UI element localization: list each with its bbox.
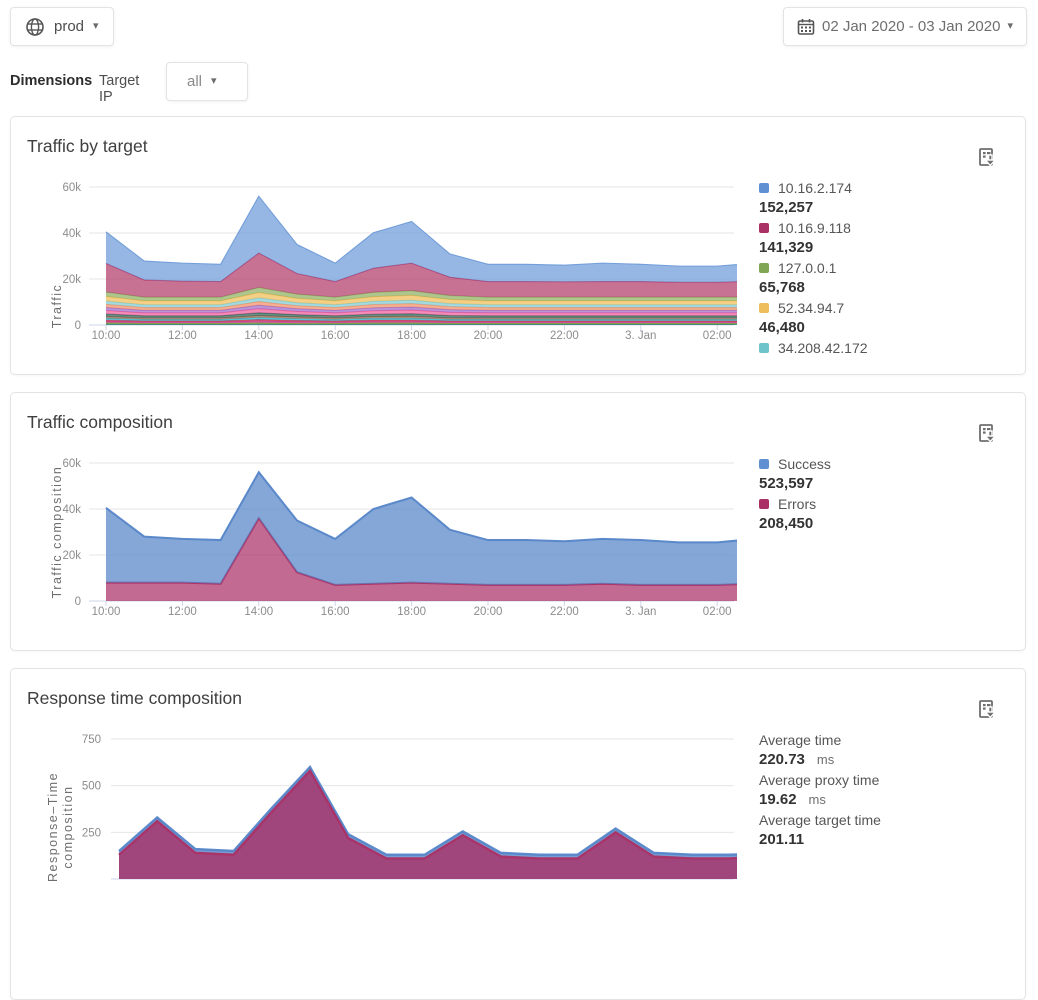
table-download-icon[interactable] (977, 423, 999, 445)
svg-text:3. Jan: 3. Jan (625, 330, 656, 342)
legend-label: 10.16.2.174 (778, 180, 852, 196)
chart-legend: Success 523,597 Errors 208,450 (759, 454, 831, 534)
legend-item[interactable]: 127.0.0.1 (759, 258, 868, 278)
svg-text:22:00: 22:00 (550, 606, 579, 618)
svg-text:16:00: 16:00 (321, 330, 350, 342)
traffic-by-target-chart[interactable]: 0 20k 40k 60k 10:00 12:00 14:00 16:00 18:00 20:00… (11, 167, 737, 349)
stat-label: Average target time (759, 812, 881, 828)
globe-icon (26, 17, 44, 36)
calendar-icon (797, 18, 815, 35)
legend-swatch (759, 343, 769, 353)
legend-swatch (759, 459, 769, 469)
date-range-label: 02 Jan 2020 - 03 Jan 2020 (821, 18, 1001, 35)
chart-stats: Average time 220.73 ms Average proxy time 19… (759, 730, 881, 850)
card-title: Traffic composition (27, 412, 173, 432)
legend-item[interactable]: 34.208.42.172 (759, 338, 868, 358)
response-time-chart[interactable]: 250 500 750 (11, 719, 737, 999)
svg-text:14:00: 14:00 (244, 606, 273, 618)
legend-label: 34.208.42.172 (778, 340, 868, 356)
table-download-icon[interactable] (977, 147, 999, 169)
svg-text:40k: 40k (62, 504, 81, 516)
svg-text:18:00: 18:00 (397, 330, 426, 342)
target-ip-label: Target IP (99, 73, 140, 105)
svg-text:20:00: 20:00 (474, 330, 503, 342)
svg-text:20k: 20k (62, 274, 81, 286)
svg-text:20k: 20k (62, 550, 81, 562)
legend-label: 10.16.9.118 (778, 220, 851, 236)
legend-swatch (759, 183, 769, 193)
svg-text:22:00: 22:00 (550, 330, 579, 342)
legend-value: 141,329 (759, 239, 814, 256)
svg-text:02:00: 02:00 (703, 606, 732, 618)
legend-label: Errors (778, 496, 817, 512)
stat-label: Average time (759, 732, 842, 748)
svg-text:02:00: 02:00 (703, 330, 732, 342)
environment-selector[interactable]: prod ▾ (10, 7, 114, 46)
legend-item[interactable]: 10.16.9.118 (759, 218, 868, 238)
card-title: Response time composition (27, 688, 242, 708)
chevron-down-icon: ▾ (1007, 20, 1013, 32)
legend-item[interactable]: 52.34.94.7 (759, 298, 868, 318)
stat-label: Average proxy time (759, 772, 880, 788)
dimensions-label: Dimensions (10, 73, 93, 89)
date-range-picker[interactable]: 02 Jan 2020 - 03 Jan 2020 ▾ (782, 7, 1027, 46)
svg-text:40k: 40k (62, 228, 81, 240)
legend-value: 208,450 (759, 515, 814, 532)
svg-text:500: 500 (82, 781, 101, 793)
legend-item[interactable]: 10.16.2.174 (759, 178, 868, 198)
traffic-by-target-card: Traffic by target Traffic 0 20k 40k 60k 10:0… (10, 116, 1026, 375)
legend-value: 65,768 (759, 279, 805, 296)
svg-text:750: 750 (82, 734, 101, 746)
svg-text:3. Jan: 3. Jan (625, 606, 656, 618)
chevron-down-icon: ▾ (211, 75, 217, 87)
svg-text:12:00: 12:00 (168, 606, 197, 618)
stat-value: 19.62 ms (759, 791, 826, 808)
svg-text:14:00: 14:00 (244, 330, 273, 342)
svg-text:18:00: 18:00 (397, 606, 426, 618)
svg-text:60k: 60k (62, 182, 81, 194)
stat-value: 220.73 ms (759, 751, 835, 768)
response-time-card: Response time composition Response–Time … (10, 668, 1026, 1000)
svg-text:250: 250 (82, 827, 101, 839)
traffic-composition-card: Traffic composition Traffic composition … (10, 392, 1026, 651)
legend-swatch (759, 499, 769, 509)
legend-value: 523,597 (759, 475, 814, 492)
legend-label: Success (778, 456, 831, 472)
legend-swatch (759, 303, 769, 313)
legend-value: 152,257 (759, 199, 814, 216)
traffic-composition-chart[interactable]: 0 20k 40k 60k 10:00 12:00 14:00 16:00 18:00 20:00… (11, 443, 737, 625)
legend-item[interactable]: Success (759, 454, 831, 474)
target-ip-value: all (187, 73, 203, 90)
environment-label: prod (54, 18, 85, 35)
legend-swatch (759, 263, 769, 273)
stat-value: 201.11 (759, 831, 805, 848)
svg-text:60k: 60k (62, 458, 81, 470)
legend-label: 127.0.0.1 (778, 260, 837, 276)
legend-item[interactable]: Errors (759, 494, 831, 514)
chart-legend: 10.16.2.174 152,257 10.16.9.118 141,329 127.… (759, 178, 868, 358)
legend-value: 46,480 (759, 319, 805, 336)
svg-text:10:00: 10:00 (92, 330, 121, 342)
card-title: Traffic by target (27, 136, 148, 156)
svg-text:0: 0 (75, 320, 81, 332)
svg-text:10:00: 10:00 (92, 606, 121, 618)
svg-text:16:00: 16:00 (321, 606, 350, 618)
table-download-icon[interactable] (977, 699, 999, 721)
svg-text:12:00: 12:00 (168, 330, 197, 342)
svg-text:20:00: 20:00 (474, 606, 503, 618)
chevron-down-icon: ▾ (93, 20, 99, 32)
legend-swatch (759, 223, 769, 233)
svg-text:0: 0 (75, 596, 81, 608)
legend-label: 52.34.94.7 (778, 300, 845, 316)
target-ip-select[interactable]: all ▾ (166, 62, 248, 101)
